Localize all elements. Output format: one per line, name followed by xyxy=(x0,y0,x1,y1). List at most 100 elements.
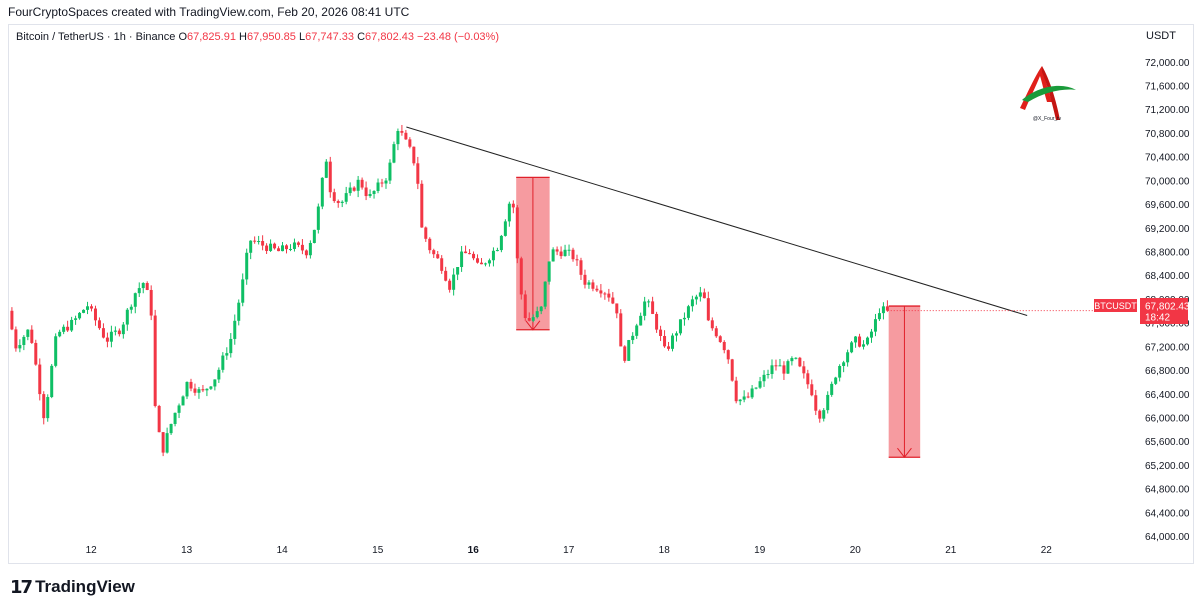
candle-body xyxy=(866,337,870,345)
y-tick-label: 64,800.00 xyxy=(1145,485,1190,496)
candle-body xyxy=(647,301,651,303)
candle-body xyxy=(129,306,133,310)
candle-body xyxy=(730,359,734,381)
candle-body xyxy=(105,337,109,342)
candle-body xyxy=(635,325,639,336)
candle-body xyxy=(424,227,428,239)
candle-body xyxy=(324,161,328,178)
candle-body xyxy=(499,235,503,251)
candle-body xyxy=(766,374,770,376)
candle-body xyxy=(595,288,599,291)
candle-body xyxy=(523,294,527,319)
candle-body xyxy=(241,279,245,303)
y-tick-label: 65,200.00 xyxy=(1145,461,1190,472)
candle-body xyxy=(181,396,185,406)
high-label: H xyxy=(239,31,247,43)
candle-body xyxy=(714,328,718,337)
y-tick-label: 68,400.00 xyxy=(1145,271,1190,282)
y-tick-label: 71,600.00 xyxy=(1145,82,1190,93)
candle-body xyxy=(97,320,101,329)
candle-body xyxy=(173,412,177,424)
candle-body xyxy=(794,357,798,359)
candle-body xyxy=(591,282,595,289)
candle-body xyxy=(396,131,400,145)
candle-body xyxy=(762,374,766,382)
candle-body xyxy=(229,338,233,354)
candle-body xyxy=(165,433,169,453)
y-tick-label: 67,200.00 xyxy=(1145,342,1190,353)
candle-body xyxy=(281,245,285,252)
time-axis[interactable]: 12 13 14 15 16 17 18 19 20 21 22 xyxy=(86,545,1053,556)
candle-body xyxy=(483,263,487,265)
candle-body xyxy=(746,396,750,398)
candle-body xyxy=(806,373,810,385)
candle-body xyxy=(722,341,726,351)
candle-body xyxy=(702,292,706,299)
y-tick-label: 64,400.00 xyxy=(1145,508,1190,519)
y-tick-label: 72,000.00 xyxy=(1145,58,1190,69)
candle-body xyxy=(579,260,583,275)
candle-body xyxy=(34,342,38,365)
candle-body xyxy=(249,240,253,253)
symbol-tag-text: BTCUSDT xyxy=(1094,301,1137,311)
candle-body xyxy=(575,259,579,261)
candle-body xyxy=(356,179,360,191)
candle-body xyxy=(284,245,288,250)
x-tick-label: 22 xyxy=(1041,545,1053,556)
candle-body xyxy=(217,369,221,380)
candle-body xyxy=(177,405,181,413)
candle-body xyxy=(189,381,193,389)
candle-body xyxy=(782,365,786,374)
candle-body xyxy=(531,317,535,321)
candle-body xyxy=(623,346,627,361)
candle-body xyxy=(567,249,571,251)
candle-body xyxy=(109,331,113,342)
candle-body xyxy=(559,251,563,257)
candle-body xyxy=(885,306,889,311)
candle-body xyxy=(368,194,372,197)
x-tick-label: 18 xyxy=(659,545,671,556)
candle-body xyxy=(846,352,850,363)
last-price-text: 67,802.43 xyxy=(1145,302,1190,313)
y-tick-label: 66,400.00 xyxy=(1145,390,1190,401)
candle-body xyxy=(137,288,141,294)
close-value: 67,802.43 xyxy=(365,31,414,43)
symbol-legend: Bitcoin / TetherUS · 1h · Binance O67,82… xyxy=(16,30,499,44)
candle-body xyxy=(659,329,663,336)
candle-body xyxy=(674,333,678,336)
candle-body xyxy=(336,201,340,203)
candle-body xyxy=(627,340,631,361)
candle-body xyxy=(515,207,519,259)
change-value: −23.48 (−0.03%) xyxy=(417,31,499,43)
candle-body xyxy=(842,362,846,366)
candle-body xyxy=(468,253,472,255)
candle-body xyxy=(686,306,690,318)
candle-body xyxy=(682,317,686,320)
candle-body xyxy=(476,258,480,263)
candle-body xyxy=(464,251,468,254)
x-tick-label: 19 xyxy=(754,545,766,556)
candle-body xyxy=(456,267,460,275)
candle-body xyxy=(328,161,332,193)
candle-body xyxy=(770,365,774,375)
candle-body xyxy=(10,310,14,330)
y-tick-label: 71,200.00 xyxy=(1145,105,1190,116)
currency-unit-label[interactable]: USDT xyxy=(1146,30,1176,42)
candle-body xyxy=(400,131,404,133)
tradingview-footer[interactable]: 17 TradingView xyxy=(10,576,135,598)
candle-body xyxy=(292,242,296,249)
candle-body xyxy=(288,248,292,250)
candle-body xyxy=(225,353,229,356)
chart-frame[interactable] xyxy=(8,24,1194,564)
candle-body xyxy=(539,306,543,312)
candle-body xyxy=(209,386,213,389)
candle-body xyxy=(854,336,858,343)
candle-body xyxy=(491,250,495,261)
y-tick-label: 70,800.00 xyxy=(1145,129,1190,140)
candle-body xyxy=(834,377,838,384)
candle-body xyxy=(881,306,885,314)
candle-body xyxy=(197,389,201,393)
candle-body xyxy=(221,355,225,370)
candle-body xyxy=(360,179,364,188)
